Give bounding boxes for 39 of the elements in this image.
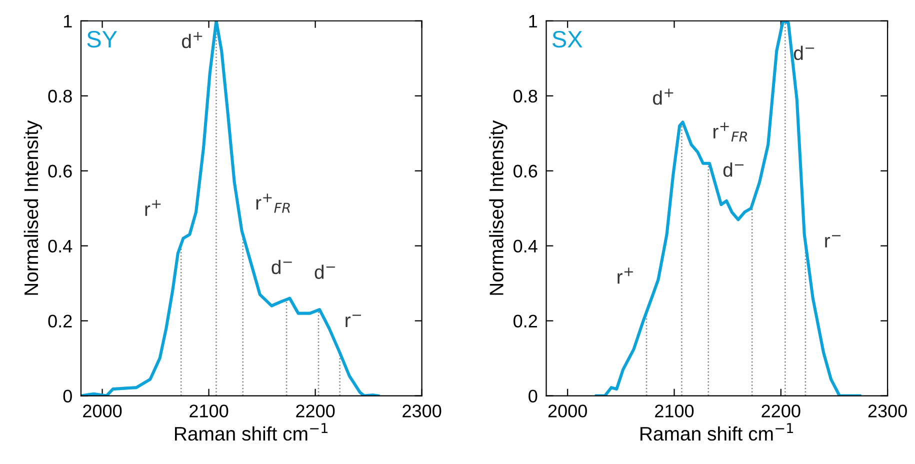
ref-line-label: d$^{−}$: [794, 46, 814, 60]
chart-title: SY: [87, 30, 118, 48]
x-tick-label: 2100: [190, 404, 228, 418]
ref-line-label: r$^{+}$: [145, 200, 161, 216]
ref-line-label: d$^{−}$: [723, 162, 744, 177]
y-axis-title: Normalised Intensity: [489, 120, 508, 295]
y-tick-label: 0.4: [48, 240, 72, 253]
y-tick-label: 0.6: [48, 164, 72, 178]
ref-line-label: r$^{+}$$_{FR}$: [714, 122, 747, 142]
chart-title: SX: [552, 30, 582, 48]
y-tick-label: 0.2: [514, 314, 538, 328]
y-axis-title: Normalised Intensity: [24, 120, 42, 295]
ref-line-label: r$^{+}$$_{FR}$: [256, 194, 290, 213]
y-tick-label: 0: [63, 390, 72, 403]
x-tick-label: 2100: [655, 404, 694, 418]
x-tick-label: 2200: [296, 404, 335, 418]
ref-line-label: r$^{+}$: [618, 268, 633, 284]
ref-line-label: d$^{+}$: [652, 88, 674, 105]
y-tick-label: 0.2: [48, 314, 72, 328]
x-axis-title: Raman shift cm$^{−1}$: [640, 423, 793, 441]
x-tick-label: 2300: [868, 404, 907, 418]
y-tick-label: 1: [529, 15, 538, 28]
y-tick-label: 0.6: [514, 164, 538, 178]
y-tick-label: 0.4: [514, 240, 538, 253]
x-tick-label: 2000: [83, 404, 122, 418]
x-tick-label: 2000: [548, 404, 587, 418]
y-tick-label: 0.8: [514, 90, 538, 103]
x-tick-label: 2300: [402, 404, 442, 418]
line-series: [594, 20, 862, 396]
ref-line-label: d$^{+}$: [182, 32, 202, 48]
x-tick-label: 2200: [762, 404, 800, 418]
x-axis-title: Raman shift cm$^{−1}$: [175, 423, 328, 441]
ref-line-label: d$^{−}$: [314, 264, 335, 279]
y-tick-label: 1: [64, 15, 72, 28]
y-tick-label: 0: [528, 390, 538, 403]
ref-line-label: r$^{−}$: [825, 235, 840, 248]
ref-line-label: d$^{−}$: [272, 260, 292, 274]
ref-line-label: r$^{−}$: [346, 314, 361, 327]
y-tick-label: 0.8: [48, 90, 72, 103]
